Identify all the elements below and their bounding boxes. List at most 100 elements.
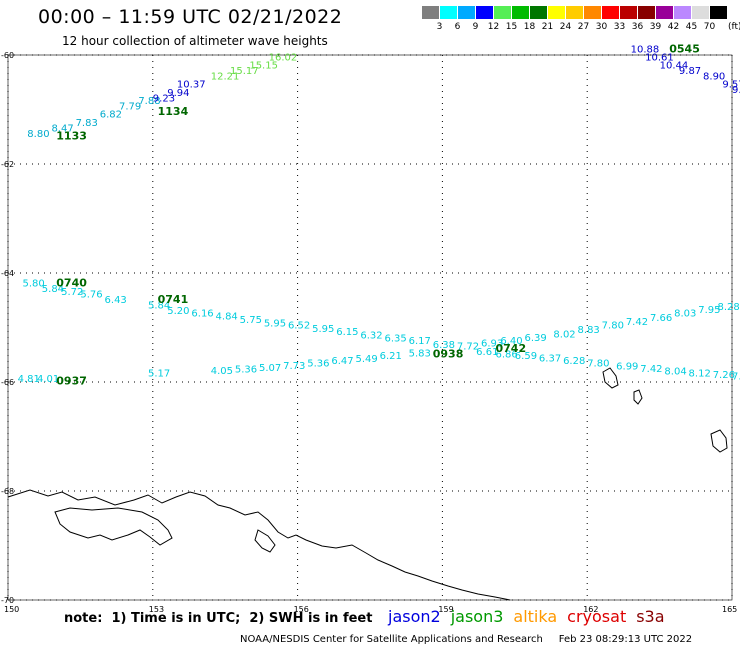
swh-value: 7.80 [587,359,609,370]
colorbar-swatch [584,6,601,19]
swh-value: 4.84 [216,311,238,322]
swh-value: 7.83 [76,118,98,129]
track-0740: 5.805.845.725.76 6.43 [22,279,126,306]
colorbar-swatch [710,6,727,19]
swh-value: 6.47 [331,356,353,367]
pass-time: 0742 [495,342,526,355]
swh-value: 5.17 [148,369,170,380]
longitude-label: 153 [149,605,164,614]
coastline [7,367,728,601]
swh-value: 6.40 [500,336,522,347]
pass-time: 0545 [669,42,700,55]
legend-jason2: jason2 [388,607,441,626]
swh-value: 8.04 [664,366,686,377]
swh-value: 5.20 [167,306,189,317]
swh-value: 8.90 [703,72,725,83]
pass-time-labels: 1133 1134 0545 0740 0741 0937 0938 0742 [56,42,700,387]
colorbar-swatch [602,6,619,19]
longitude-label: 156 [294,605,309,614]
swh-tracks: 8.80 8.47 7.836.827.797.889.239.9410.3712.… [18,44,740,385]
swh-value: 9.87 [679,66,701,77]
map-border [7,54,733,601]
island-2 [633,389,643,405]
swh-value: 4.81 [18,374,40,385]
swh-value: 6.35 [384,334,406,345]
swh-value: 5.76 [80,290,102,301]
swh-value: 9.57 [722,80,740,91]
swh-value: 9.5 [732,85,740,96]
latitude-label: -64 [1,269,14,278]
track-0742: 6.616.866.59 6.37 6.28 7.80 6.99 7.42 8.04 8.12… [476,347,740,383]
swh-value: 5.84 [148,300,170,311]
swh-value: 6.16 [191,309,213,320]
swh-value: 10.37 [177,80,206,91]
swh-value: 7.95 [698,305,720,316]
colorbar-tick: 45 [685,22,698,32]
swh-value: 4.01 [37,374,59,385]
colorbar-tick: 33 [613,22,626,32]
swh-value: 10.88 [631,44,660,55]
swh-value: 6.59 [515,351,537,362]
credit-footer: NOAA/NESDIS Center for Satellite Applica… [240,634,693,645]
swh-value: 8.83 [578,325,600,336]
colorbar-tick: 9 [472,22,479,32]
colorbar-unit: (ft) [728,22,740,32]
colorbar-tick: 6 [454,22,461,32]
swh-value: 6.52 [288,321,310,332]
swh-value: 6.82 [100,110,122,121]
swh-value: 8.02 [553,329,575,340]
swh-value: 8.03 [674,309,696,320]
swh-value: 6.93 [481,339,503,350]
swh-value: 5.72 [61,287,83,298]
swh-value: 6.39 [524,333,546,344]
swh-value: 5.95 [312,324,334,335]
swh-value: 6.86 [495,349,517,360]
swh-value: 7.88 [138,96,160,107]
pass-time: 1134 [158,105,189,118]
map-title: 00:00 – 11:59 UTC 02/21/2022 [38,6,343,28]
swh-value: 6.21 [380,351,402,362]
pass-time: 0938 [433,347,464,360]
legend-altika: altika [513,607,558,626]
swh-value: 7.79 [119,102,141,113]
swh-value: 7.42 [626,317,648,328]
swh-value: 6.28 [563,356,585,367]
track-0937: 4.814.01 [18,374,60,385]
longitude-label: 150 [4,605,19,614]
swh-value: 8.80 [27,129,49,140]
swh-value: 6.37 [539,353,561,364]
swh-value: 9.23 [153,93,175,104]
pass-time: 0741 [158,293,189,306]
swh-value: 16.02 [269,52,298,63]
colorbar-swatch [530,6,547,19]
latitude-label: -68 [1,487,14,496]
swh-value: 15.17 [230,66,259,77]
swh-value: 8.47 [51,123,73,134]
swh-value: 7.26 [713,370,735,381]
colorbar-swatch [476,6,493,19]
swh-value: 5.80 [22,279,44,290]
colorbar-tick: 30 [595,22,608,32]
track-0741: 5.845.20 6.16 4.84 5.75 5.95 6.52 5.95 6.15 6.32… [148,300,740,352]
colorbar-tick: 70 [703,22,716,32]
longitude-label: 165 [722,605,737,614]
satellite-legend: jason2 jason3 altika cryosat s3a [388,607,675,626]
longitude-label: 162 [583,605,598,614]
swh-value: 8.12 [689,369,711,380]
colorbar-tick: 12 [487,22,500,32]
longitude-label: 159 [438,605,453,614]
colorbar-swatch [512,6,529,19]
colorbar-swatch [458,6,475,19]
colorbar-swatch [440,6,457,19]
pass-time: 0740 [56,277,87,290]
island-3 [710,429,728,453]
swh-value: 6.17 [409,336,431,347]
track-1133: 8.80 8.47 7.836.827.797.88 [27,96,160,140]
swh-value: 7.68 [732,371,740,382]
legend-s3a: s3a [636,607,665,626]
swh-value: 5.36 [307,359,329,370]
map-subtitle: 12 hour collection of altimeter wave hei… [62,34,328,48]
